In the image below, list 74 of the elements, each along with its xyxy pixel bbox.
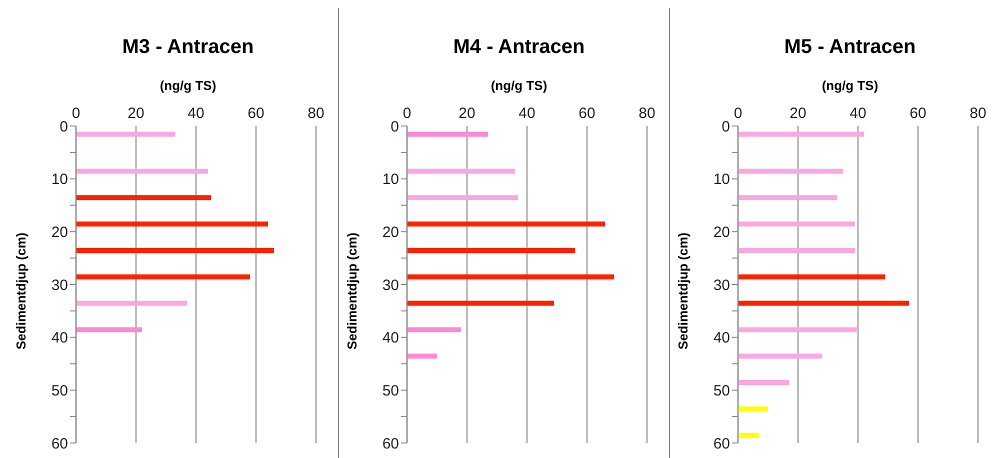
x-axis-title: (ng/g TS): [820, 78, 880, 95]
y-tick-label: 50: [51, 382, 68, 400]
bar: [738, 248, 855, 253]
bar: [407, 300, 554, 306]
bar: [76, 195, 211, 200]
y-tick-label: 50: [382, 382, 399, 400]
y-tick-label: 0: [722, 118, 730, 136]
bar: [738, 168, 843, 174]
x-tick-label: 0: [72, 105, 80, 122]
y-tick-label: 60: [382, 435, 399, 452]
bar: [407, 274, 614, 280]
x-tick-label: 40: [188, 105, 204, 122]
x-tick-label: 80: [308, 105, 324, 122]
bar: [76, 248, 274, 253]
y-tick-label: 10: [51, 171, 68, 188]
x-tick-label: 60: [910, 105, 926, 122]
y-tick-label: 10: [382, 171, 399, 188]
bar: [738, 432, 759, 438]
bar: [738, 380, 789, 386]
y-tick-label: 30: [713, 276, 730, 294]
chart-title: M5 - Antracen: [783, 35, 917, 60]
bar: [738, 354, 822, 359]
y-tick-label: 60: [713, 435, 730, 452]
bar: [76, 274, 250, 280]
bar: [76, 132, 175, 137]
x-tick-label: 20: [790, 105, 806, 122]
y-tick-label: 30: [51, 276, 68, 294]
bar: [738, 132, 864, 137]
bar: [407, 222, 605, 227]
y-tick-label: 20: [713, 224, 730, 241]
y-tick-label: 30: [382, 276, 399, 294]
x-tick-label: 0: [402, 105, 412, 122]
bar: [407, 248, 575, 253]
bar: [738, 327, 858, 332]
bar: [76, 222, 268, 227]
bar: [76, 168, 208, 174]
x-tick-label: 80: [638, 105, 656, 122]
y-tick-label: 40: [713, 330, 730, 347]
chart-title: M3 - Antracen: [121, 35, 255, 60]
y-tick-label: 40: [382, 330, 399, 347]
x-axis-title: (ng/g TS): [158, 78, 218, 95]
y-axis-title: Sedimentdjup (cm): [14, 232, 29, 350]
y-tick-label: 40: [51, 330, 68, 347]
x-tick-label: 40: [850, 105, 866, 122]
bar: [407, 132, 488, 137]
x-axis-title: (ng/g TS): [490, 78, 548, 95]
x-tick-label: 80: [970, 105, 986, 122]
y-tick-label: 50: [713, 382, 730, 400]
y-tick-label: 10: [713, 171, 730, 188]
x-tick-label: 20: [458, 105, 476, 122]
bar: [407, 195, 518, 200]
x-tick-label: 40: [518, 105, 536, 122]
bar: [738, 406, 768, 412]
bar: [76, 300, 187, 306]
y-tick-label: 20: [382, 224, 399, 241]
bar: [407, 168, 515, 174]
y-axis-title: Sedimentdjup (cm): [676, 232, 691, 350]
bar: [738, 300, 909, 306]
bar: [738, 274, 885, 280]
y-tick-label: 0: [390, 118, 399, 136]
bar: [407, 327, 461, 332]
y-tick-label: 60: [51, 435, 68, 452]
chart-title: M4 - Antracen: [452, 35, 586, 60]
x-tick-label: 60: [578, 105, 596, 122]
bar: [738, 222, 855, 227]
bar: [738, 195, 837, 200]
bar: [76, 327, 142, 332]
x-tick-label: 0: [734, 105, 742, 122]
y-tick-label: 20: [51, 224, 68, 241]
x-tick-label: 60: [248, 105, 264, 122]
y-tick-label: 0: [60, 118, 68, 136]
bar: [407, 354, 437, 359]
y-axis-title: Sedimentdjup (cm): [344, 232, 360, 350]
x-tick-label: 20: [128, 105, 144, 122]
